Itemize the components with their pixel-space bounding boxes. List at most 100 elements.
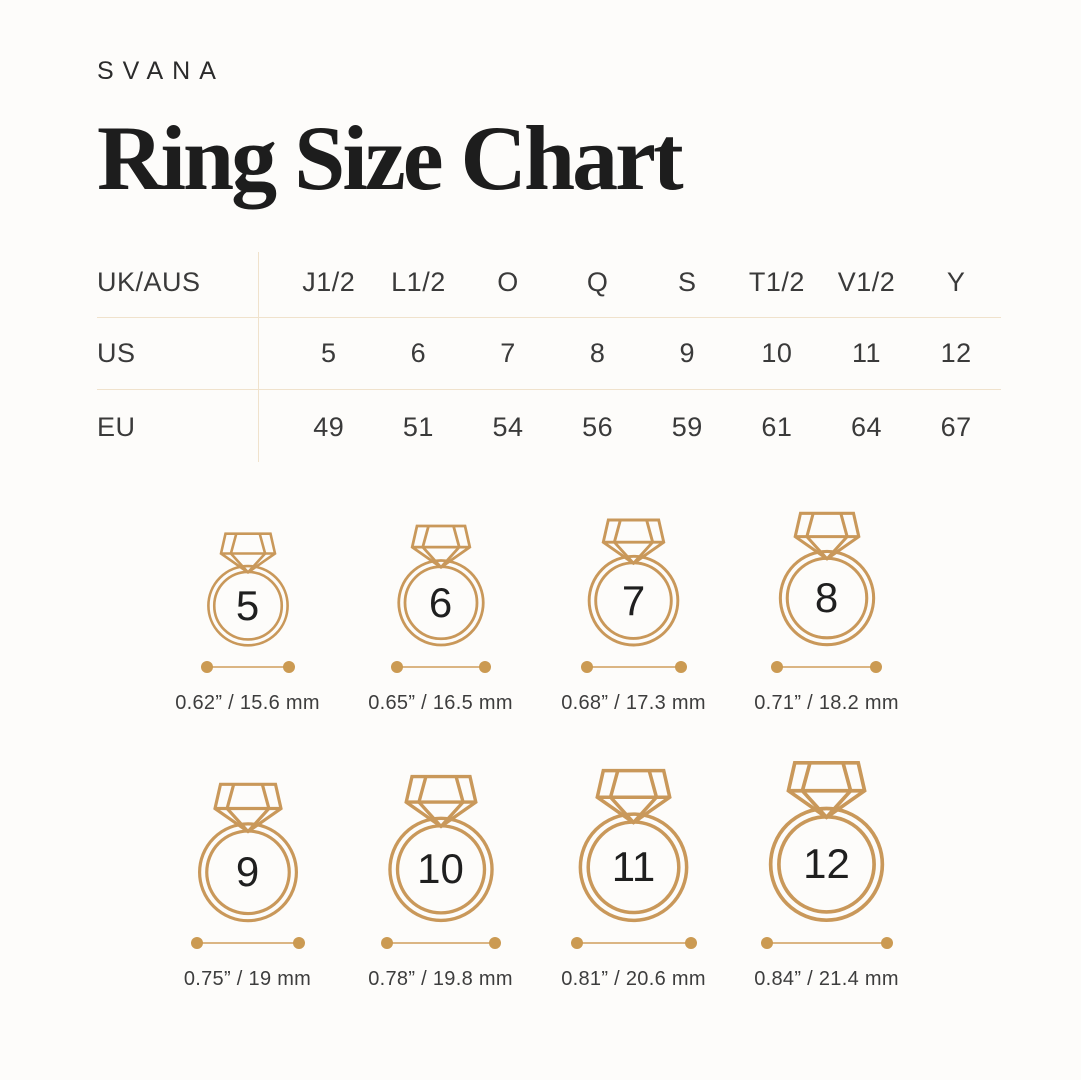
ring-size-number: 7 [621,576,646,624]
table-cell: 59 [671,411,703,442]
table-cell: Q [586,267,609,297]
table-cell: L1/2 [391,267,446,297]
table-cell: 12 [940,338,972,368]
ring-size-number: 6 [428,578,453,626]
table-cell: 61 [761,411,793,442]
ring-size-illustrations: 5 0.62” / 15.6 mm 6 [54,510,1001,991]
table-cell: 67 [940,411,972,442]
row-label: EU [97,411,136,442]
diameter-measure-line [771,661,882,673]
diamond-ring-icon [587,518,680,647]
diamond-ring-icon [578,768,689,923]
measure-dot-icon [380,937,393,949]
ring-figure: 7 [583,517,684,648]
ring-figure: 5 [203,531,293,648]
diameter-label: 0.75” / 19 mm [183,968,312,990]
brand-logo: SVANA [97,57,225,85]
ring-size-number: 10 [417,845,464,893]
diameter-label: 0.71” / 18.2 mm [754,692,899,714]
table-cell: V1/2 [837,267,896,297]
measure-dot-icon [200,661,213,673]
ring-figure: 10 [383,773,499,924]
diameter-label: 0.84” / 21.4 mm [754,968,899,990]
diameter-label: 0.78” / 19.8 mm [368,968,513,990]
diameter-measure-line [390,661,491,673]
table-cell: 9 [679,338,696,368]
measure-dot-icon [684,937,697,949]
ring-size-item: 7 0.68” / 17.3 mm [561,517,706,715]
diamond-ring-icon [396,524,485,647]
ring-size-item: 9 0.75” / 19 mm [184,781,311,991]
measure-dot-icon [870,661,882,673]
table-cell: 5 [321,338,337,368]
ring-figure: 8 [774,510,880,648]
table-row-us: US 5 6 7 8 9 10 11 12 [97,318,1001,390]
diamond-ring-icon [197,782,298,923]
measure-dot-icon [282,661,295,673]
table-cell: 8 [589,338,606,368]
diameter-measure-line [570,937,697,949]
row-label: US [97,338,136,368]
row-values: 5 6 7 8 9 10 11 12 [258,338,1001,369]
ring-size-number: 5 [235,581,260,629]
diamond-ring-icon [778,511,875,647]
diamond-ring-icon [387,774,494,923]
row-values: J1/2 L1/2 O Q S T1/2 V1/2 Y [258,267,1001,298]
ring-figure: 9 [193,781,303,924]
diameter-measure-line [190,937,305,949]
ring-size-item: 5 0.62” / 15.6 mm [175,531,320,715]
ring-size-number: 8 [814,574,839,622]
table-vertical-divider [258,252,259,462]
table-cell: 51 [402,411,434,442]
ring-size-number: 9 [235,848,260,896]
table-cell: 7 [500,338,516,368]
diameter-measure-line [580,661,687,673]
diameter-measure-line [200,661,295,673]
diamond-ring-icon [206,532,289,647]
diameter-label: 0.65” / 16.5 mm [368,692,513,714]
diamond-ring-icon [768,760,885,923]
size-conversion-table: UK/AUS J1/2 L1/2 O Q S T1/2 V1/2 Y US 5 … [97,248,1001,464]
table-cell: 56 [582,411,614,442]
row-values: 49 51 54 56 59 61 64 67 [258,412,1001,443]
diameter-measure-line [760,937,893,949]
ring-size-number: 11 [611,843,656,891]
measure-dot-icon [488,937,501,949]
measure-dot-icon [674,661,687,673]
ring-figure: 11 [573,767,694,924]
table-row-eu: EU 49 51 54 56 59 61 64 67 [97,390,1001,464]
ring-size-chart-page: SVANA Ring Size Chart UK/AUS J1/2 L1/2 O… [54,57,1001,991]
ring-size-item: 10 0.78” / 19.8 mm [368,773,513,991]
ring-size-item: 11 0.81” / 20.6 mm [561,767,706,991]
measure-dot-icon [190,937,203,949]
table-cell: 64 [851,411,883,442]
ring-size-item: 12 0.84” / 21.4 mm [754,759,899,991]
row-label: UK/AUS [97,267,201,297]
table-cell: 54 [492,411,524,442]
measure-dot-icon [771,661,783,673]
table-cell: Y [946,267,966,297]
ring-figure: 12 [763,759,890,924]
measure-dot-icon [478,661,491,673]
table-cell: J1/2 [302,267,356,297]
ring-size-item: 8 0.71” / 18.2 mm [754,510,899,715]
diameter-measure-line [380,937,501,949]
measure-dot-icon [760,937,773,949]
measure-dot-icon [580,661,593,673]
table-cell: T1/2 [748,267,805,297]
measure-dot-icon [292,937,305,949]
table-row-uk-aus: UK/AUS J1/2 L1/2 O Q S T1/2 V1/2 Y [97,248,1001,318]
ring-size-number: 12 [803,840,850,888]
measure-dot-icon [390,661,403,673]
ring-figure: 6 [393,523,489,648]
table-cell: O [497,267,519,297]
diameter-label: 0.68” / 17.3 mm [561,692,706,714]
table-cell: 49 [313,411,345,442]
measure-dot-icon [570,937,583,949]
diameter-label: 0.81” / 20.6 mm [561,968,706,990]
ring-size-item: 6 0.65” / 16.5 mm [368,523,513,715]
table-cell: 11 [852,338,882,368]
diameter-label: 0.62” / 15.6 mm [175,692,320,714]
table-cell: 10 [761,338,793,368]
table-cell: 6 [410,338,427,368]
